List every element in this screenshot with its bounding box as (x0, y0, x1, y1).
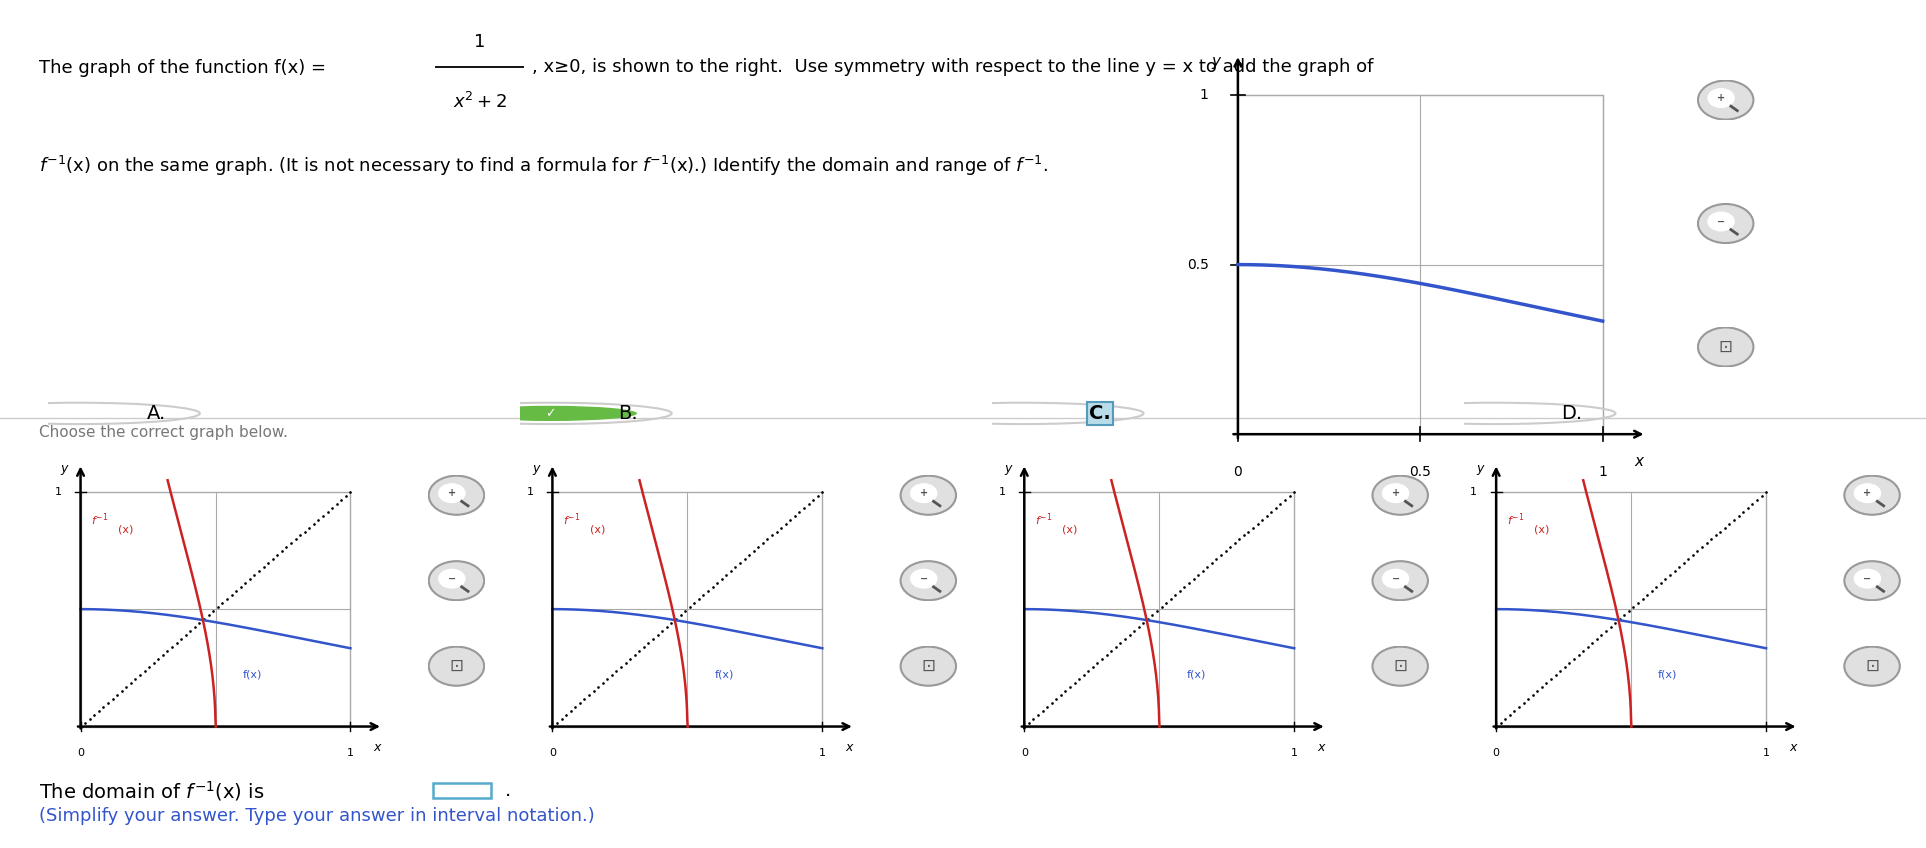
Circle shape (464, 406, 638, 421)
Text: f(x): f(x) (243, 670, 262, 680)
Circle shape (911, 484, 936, 502)
Text: ⊡: ⊡ (449, 657, 464, 675)
Text: y: y (60, 461, 67, 475)
Text: $f^{-1}$: $f^{-1}$ (562, 511, 580, 528)
Circle shape (1373, 647, 1427, 686)
Circle shape (901, 561, 955, 600)
Circle shape (1373, 561, 1427, 600)
Text: 1: 1 (474, 33, 485, 51)
Text: +: + (1862, 488, 1872, 498)
Circle shape (1855, 484, 1880, 502)
Text: f(x): f(x) (715, 670, 734, 680)
Text: C.: C. (1090, 404, 1111, 423)
Text: +: + (1716, 93, 1726, 103)
Text: +: + (919, 488, 928, 498)
Circle shape (901, 647, 955, 686)
Circle shape (911, 570, 936, 588)
Text: ⊡: ⊡ (1718, 338, 1733, 356)
Text: $f^{-1}$: $f^{-1}$ (1034, 511, 1052, 528)
Text: 1: 1 (1290, 748, 1298, 757)
Text: f(x): f(x) (1186, 670, 1206, 680)
Circle shape (1845, 476, 1899, 515)
Circle shape (1699, 327, 1753, 366)
Text: , x≥0, is shown to the right.  Use symmetry with respect to the line y = x to ad: , x≥0, is shown to the right. Use symmet… (532, 59, 1373, 76)
Text: +: + (447, 488, 456, 498)
Text: 1: 1 (347, 748, 354, 757)
Circle shape (1373, 476, 1427, 515)
Text: x: x (1317, 741, 1325, 754)
Text: −: − (1716, 216, 1726, 226)
Text: 0: 0 (549, 748, 557, 757)
Text: x: x (374, 741, 381, 754)
Text: ⊡: ⊡ (1392, 657, 1408, 675)
Text: B.: B. (618, 404, 638, 423)
Text: y: y (1475, 461, 1483, 475)
Text: (x): (x) (117, 524, 133, 534)
Circle shape (1708, 89, 1733, 107)
Text: −: − (447, 574, 456, 583)
Text: 0: 0 (77, 748, 85, 757)
Text: 0.5: 0.5 (1410, 465, 1431, 479)
Text: y: y (1003, 461, 1011, 475)
Circle shape (1383, 570, 1408, 588)
Text: 1: 1 (819, 748, 826, 757)
Text: $f^{-1}$: $f^{-1}$ (91, 511, 108, 528)
Text: ⊡: ⊡ (921, 657, 936, 675)
Text: ⊡: ⊡ (1864, 657, 1880, 675)
Circle shape (1699, 81, 1753, 120)
Circle shape (439, 484, 464, 502)
Circle shape (1845, 561, 1899, 600)
Circle shape (429, 561, 483, 600)
Text: $x^2+2$: $x^2+2$ (453, 92, 507, 112)
Text: 1: 1 (998, 487, 1005, 497)
Text: 1: 1 (526, 487, 534, 497)
Text: f(x): f(x) (1658, 670, 1678, 680)
Text: y: y (1211, 53, 1221, 69)
Circle shape (1383, 484, 1408, 502)
Circle shape (1708, 213, 1733, 231)
Text: 0: 0 (1493, 748, 1500, 757)
Text: D.: D. (1562, 404, 1583, 423)
Circle shape (429, 476, 483, 515)
Text: x: x (1789, 741, 1797, 754)
Text: 1: 1 (1762, 748, 1770, 757)
Circle shape (439, 570, 464, 588)
Text: (x): (x) (1061, 524, 1077, 534)
Circle shape (1855, 570, 1880, 588)
Text: 1: 1 (1200, 88, 1210, 102)
Text: (Simplify your answer. Type your answer in interval notation.): (Simplify your answer. Type your answer … (39, 806, 595, 825)
Text: .: . (505, 781, 510, 801)
Text: A.: A. (146, 404, 166, 423)
Text: 1: 1 (1599, 465, 1606, 479)
Text: (x): (x) (589, 524, 605, 534)
Text: x: x (1635, 454, 1643, 469)
Text: −: − (1391, 574, 1400, 583)
Text: ✓: ✓ (545, 407, 555, 420)
Text: Choose the correct graph below.: Choose the correct graph below. (39, 425, 287, 440)
Text: The graph of the function f(x) =: The graph of the function f(x) = (39, 59, 331, 77)
Text: (x): (x) (1533, 524, 1549, 534)
Circle shape (1699, 204, 1753, 243)
Text: 0: 0 (1233, 465, 1242, 479)
Text: $f^{-1}$: $f^{-1}$ (1506, 511, 1523, 528)
Text: x: x (846, 741, 853, 754)
Text: y: y (532, 461, 539, 475)
Circle shape (429, 647, 483, 686)
Circle shape (1845, 647, 1899, 686)
Circle shape (901, 476, 955, 515)
Text: −: − (919, 574, 928, 583)
Text: 1: 1 (54, 487, 62, 497)
Text: $f^{-1}$(x) on the same graph. (It is not necessary to find a formula for $f^{-1: $f^{-1}$(x) on the same graph. (It is no… (39, 154, 1048, 178)
Text: 1: 1 (1470, 487, 1477, 497)
Text: +: + (1391, 488, 1400, 498)
Text: The domain of $f^{-1}$(x) is: The domain of $f^{-1}$(x) is (39, 778, 264, 802)
Text: 0: 0 (1021, 748, 1028, 757)
Text: 0.5: 0.5 (1186, 258, 1210, 271)
Text: −: − (1862, 574, 1872, 583)
